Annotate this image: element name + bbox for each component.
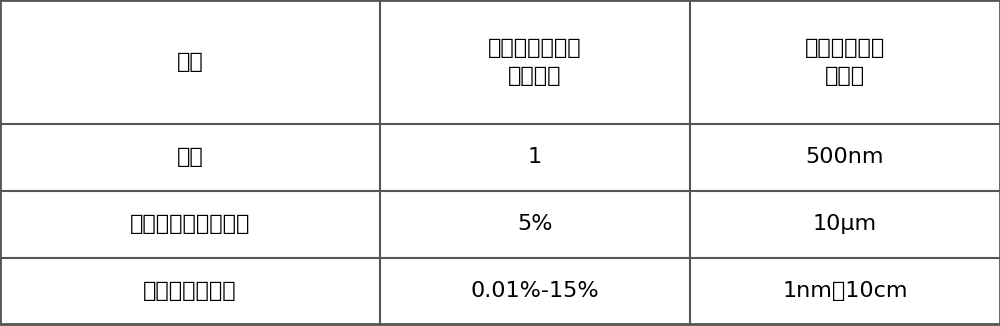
Text: 500nm: 500nm — [806, 147, 884, 167]
Text: 组份: 组份 — [177, 52, 203, 72]
Text: 相对质量比例或
比例范围: 相对质量比例或 比例范围 — [488, 38, 582, 86]
Text: 10μm: 10μm — [813, 214, 877, 234]
Text: 铅粉: 铅粉 — [177, 147, 203, 167]
Text: 1nm～10cm: 1nm～10cm — [782, 281, 908, 301]
Text: 0.01%-15%: 0.01%-15% — [471, 281, 599, 301]
Text: 非金属钛化合物颗粒: 非金属钛化合物颗粒 — [130, 214, 250, 234]
Text: 5%: 5% — [517, 214, 553, 234]
Text: 平均粒径或尺
寸范围: 平均粒径或尺 寸范围 — [805, 38, 885, 86]
Text: 钛或锡类添加剂: 钛或锡类添加剂 — [143, 281, 237, 301]
Text: 1: 1 — [528, 147, 542, 167]
